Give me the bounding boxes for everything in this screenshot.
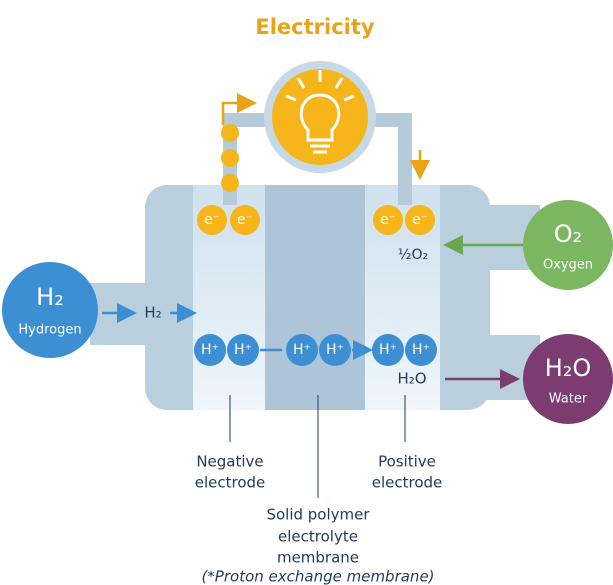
electron-label: e⁻ — [204, 212, 220, 228]
oxygen-formula: O₂ — [554, 220, 583, 248]
water-out-label: H₂O — [397, 370, 426, 388]
hydrogen-formula: H₂ — [36, 283, 64, 311]
title: Electricity — [255, 15, 375, 39]
part-label: Positive — [378, 453, 436, 471]
oxygen-in-label: ½O₂ — [398, 247, 428, 263]
water-label: Water — [549, 392, 588, 407]
part-label: membrane — [277, 549, 359, 567]
part-label: Negative — [196, 453, 263, 471]
proton-label: H⁺ — [293, 342, 311, 358]
page: {"title": "Electricity", "electrons": ["… — [0, 0, 613, 585]
proton-label: H⁺ — [201, 342, 219, 358]
part-label: electrode — [195, 474, 266, 492]
hydrogen-label: Hydrogen — [18, 323, 81, 338]
cell-body — [90, 185, 540, 410]
proton-label: H⁺ — [234, 342, 252, 358]
fuel-cell-diagram: Electricity e⁻ e⁻ e⁻ e⁻ ½O₂ O₂ Oxygen — [0, 0, 613, 585]
oxygen-label: Oxygen — [543, 258, 593, 273]
electron-label: e⁻ — [380, 212, 396, 228]
water-formula: H₂O — [545, 354, 592, 382]
part-label: Solid polymer — [266, 506, 370, 524]
hydrogen-in-label: H₂ — [144, 304, 161, 322]
electron-dots — [221, 124, 239, 192]
part-label: electrolyte — [278, 528, 358, 546]
electron-label: e⁻ — [412, 212, 428, 228]
electron-label: e⁻ — [237, 212, 253, 228]
proton-label: H⁺ — [326, 342, 344, 358]
part-label: electrode — [372, 474, 443, 492]
membrane-note: (*Proton exchange membrane) — [201, 568, 434, 585]
proton-label: H⁺ — [379, 342, 397, 358]
proton-label: H⁺ — [412, 342, 430, 358]
